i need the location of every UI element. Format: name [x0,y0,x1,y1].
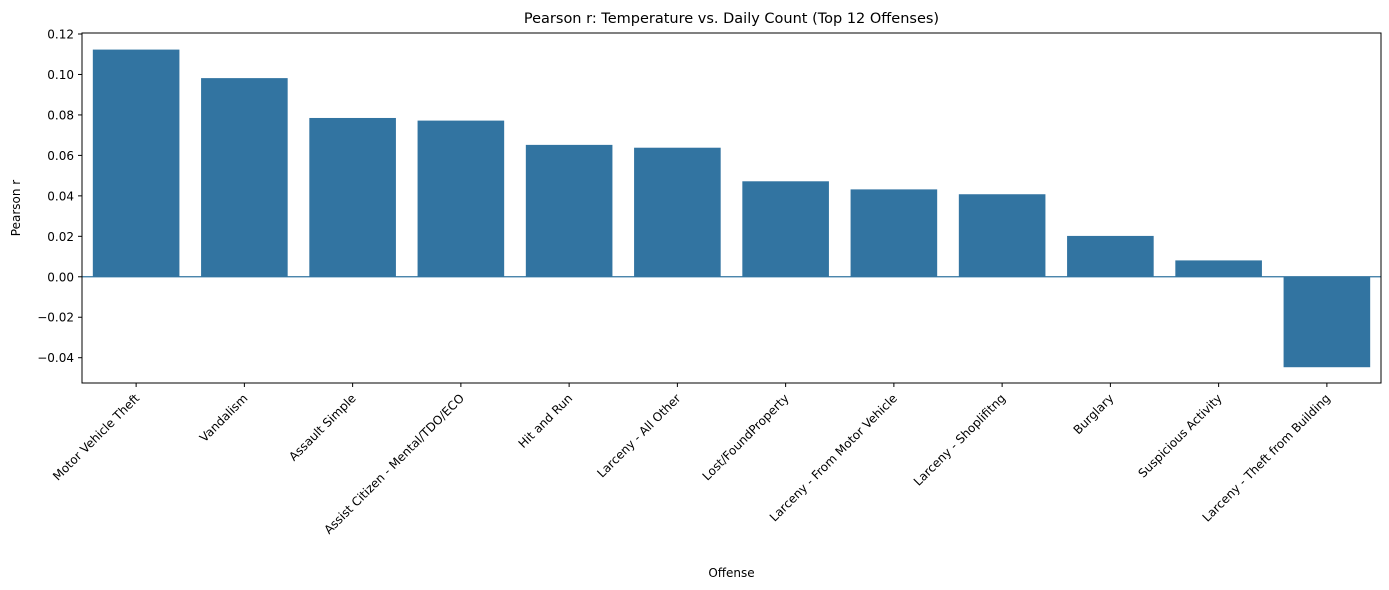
bars-group [92,49,1371,368]
plot-frame [81,32,1382,384]
x-tick-label: Lost/FoundProperty [700,391,792,483]
x-tick-label: Assault Simple [286,391,358,463]
bar [1067,235,1154,277]
y-axis-label: Pearson r [9,180,23,236]
bar [201,78,288,277]
x-tick-label: Vandalism [197,391,251,445]
bar [1175,260,1262,277]
y-tick-label: 0.00 [47,270,74,284]
y-tick-label: 0.04 [47,189,74,203]
y-tick-label: −0.04 [37,351,74,365]
x-axis: Motor Vehicle Theft Vandalism Assault Simp… [50,383,1333,537]
bar [417,120,505,277]
x-axis-label: Offense [708,566,754,580]
y-axis: −0.04 −0.02 0.00 0.02 0.04 0.06 0.08 0.10 0.12 [37,28,82,365]
chart-title: Pearson r: Temperature vs. Daily Count (… [524,11,939,27]
bar [958,194,1046,277]
bar [850,189,938,277]
bar [525,144,613,277]
x-tick-label: Suspicious Activity [1135,391,1224,480]
y-tick-label: 0.12 [47,28,74,42]
bar [309,117,396,277]
y-tick-label: 0.10 [47,68,74,82]
x-tick-label: Larceny - All Other [594,391,683,480]
bar [1283,276,1371,368]
x-tick-label: Motor Vehicle Theft [50,391,142,483]
x-tick-label: Hit and Run [516,391,576,451]
y-tick-label: 0.08 [47,108,74,122]
y-tick-label: 0.02 [47,230,74,244]
y-tick-label: −0.02 [37,311,74,325]
x-tick-label: Burglary [1071,391,1117,437]
bar [742,181,829,277]
x-tick-label: Larceny - From Motor Vehicle [767,391,900,524]
x-tick-label: Larceny - Theft from Building [1200,391,1333,524]
bar [634,147,721,277]
bar [92,49,180,277]
y-tick-label: 0.06 [47,149,74,163]
x-tick-label: Larceny - Shoplifitng [911,391,1008,488]
